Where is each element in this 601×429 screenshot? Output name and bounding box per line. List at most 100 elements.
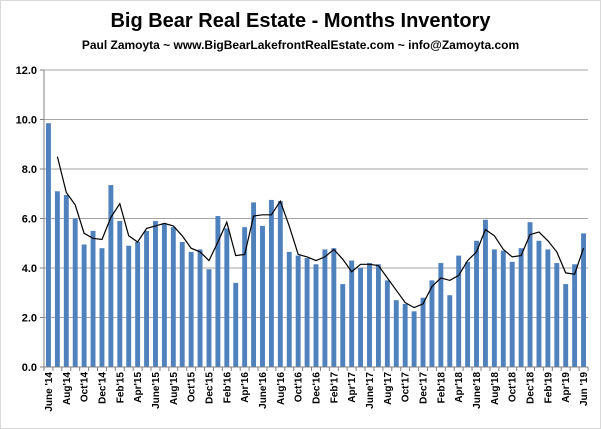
bar bbox=[465, 261, 471, 367]
x-tick-label: June'15 bbox=[151, 372, 162, 409]
bar bbox=[491, 249, 497, 367]
chart-title: Big Bear Real Estate - Months Inventory bbox=[110, 10, 491, 32]
bar bbox=[572, 264, 578, 367]
x-tick-label: June'17 bbox=[365, 372, 376, 409]
x-axis-ticks: June '14 Aug'14 Oct'14 Dec'14 Feb'15 Apr'15 Ju… bbox=[44, 372, 590, 412]
trend-path bbox=[56, 156, 585, 309]
bar bbox=[384, 280, 390, 367]
x-tick-label: Dec'16 bbox=[312, 372, 323, 404]
x-tick-label: Dec'17 bbox=[419, 372, 430, 404]
bar bbox=[179, 242, 185, 367]
x-tick-label: Aug'17 bbox=[383, 372, 394, 405]
x-tick-label: Aug'18 bbox=[490, 372, 501, 405]
bar bbox=[233, 282, 239, 367]
bar bbox=[251, 202, 257, 367]
x-tick-label: Dec'14 bbox=[98, 372, 109, 404]
bar bbox=[242, 227, 248, 367]
y-tick-label: 4.0 bbox=[22, 263, 37, 275]
x-tick-label: June '14 bbox=[44, 372, 55, 412]
bar-series bbox=[46, 123, 586, 368]
bar bbox=[456, 255, 462, 367]
trend-line bbox=[56, 156, 585, 309]
bar bbox=[126, 245, 132, 367]
x-tick-label: Dec'18 bbox=[526, 372, 537, 404]
bar bbox=[304, 258, 310, 367]
bar bbox=[322, 249, 328, 367]
bar bbox=[420, 297, 426, 367]
bar bbox=[581, 233, 586, 367]
x-tick-label: Aug'15 bbox=[169, 372, 180, 405]
bar bbox=[286, 251, 292, 367]
bar bbox=[438, 263, 444, 367]
x-tick-label: Oct'17 bbox=[401, 372, 412, 403]
bar bbox=[108, 185, 114, 367]
axes bbox=[40, 69, 589, 371]
bar bbox=[313, 264, 319, 367]
y-axis-ticks: 0.0 2.0 4.0 6.0 8.0 10.0 12.0 bbox=[16, 65, 37, 374]
bar bbox=[331, 248, 337, 367]
x-tick-label: Aug'16 bbox=[276, 372, 287, 405]
x-tick-label: Feb'17 bbox=[329, 372, 340, 404]
x-tick-label: Feb'18 bbox=[436, 372, 447, 404]
bar bbox=[72, 218, 78, 367]
x-tick-label: Apr'17 bbox=[347, 372, 358, 403]
bar bbox=[340, 284, 346, 367]
bar bbox=[474, 240, 479, 367]
bar bbox=[509, 261, 515, 367]
x-tick-label: Oct'16 bbox=[294, 372, 305, 403]
bar bbox=[268, 199, 274, 367]
bar bbox=[135, 242, 141, 367]
bar bbox=[54, 191, 60, 367]
bar bbox=[170, 227, 176, 367]
bar bbox=[393, 300, 399, 367]
bar bbox=[161, 223, 167, 367]
bar bbox=[117, 220, 123, 367]
bar bbox=[206, 269, 212, 367]
bar bbox=[197, 249, 203, 367]
bar bbox=[349, 260, 355, 367]
bar bbox=[500, 250, 506, 367]
bar bbox=[81, 244, 87, 367]
bar bbox=[99, 248, 105, 367]
y-tick-label: 10.0 bbox=[16, 115, 37, 127]
bar bbox=[90, 230, 96, 367]
bar bbox=[536, 240, 542, 367]
y-tick-label: 6.0 bbox=[22, 214, 37, 226]
x-tick-label: June'18 bbox=[472, 372, 483, 409]
bar bbox=[277, 201, 283, 367]
y-tick-label: 2.0 bbox=[22, 313, 37, 325]
x-tick-label: Oct'14 bbox=[80, 372, 91, 403]
bar bbox=[188, 251, 194, 367]
x-tick-label: Feb'19 bbox=[543, 372, 554, 404]
bar bbox=[447, 295, 453, 367]
chart-subtitle: Paul Zamoyta ~ www.BigBearLakefrontRealE… bbox=[81, 38, 520, 52]
y-tick-label: 12.0 bbox=[16, 65, 37, 77]
x-tick-label: June'16 bbox=[258, 372, 269, 409]
bar bbox=[260, 225, 265, 367]
bar bbox=[63, 194, 69, 367]
bar bbox=[527, 222, 533, 367]
bar bbox=[224, 228, 230, 367]
x-tick-label: Feb'15 bbox=[115, 372, 126, 404]
x-tick-label: Oct'18 bbox=[508, 372, 519, 403]
x-tick-label: Apr'19 bbox=[561, 372, 572, 403]
bar bbox=[375, 264, 381, 367]
y-tick-label: 0.0 bbox=[22, 362, 37, 374]
y-tick-label: 8.0 bbox=[22, 164, 37, 176]
bar bbox=[429, 280, 435, 367]
bar bbox=[482, 219, 488, 367]
bar bbox=[295, 255, 301, 367]
bar bbox=[215, 216, 221, 367]
bar bbox=[46, 123, 51, 368]
x-tick-label: Jun '19 bbox=[579, 372, 590, 406]
bar bbox=[563, 284, 569, 367]
bar bbox=[554, 263, 560, 367]
bar bbox=[144, 230, 150, 367]
x-tick-label: Dec'15 bbox=[205, 372, 216, 404]
bar bbox=[153, 220, 158, 367]
bar bbox=[402, 303, 408, 367]
bar bbox=[358, 268, 364, 367]
bar bbox=[367, 263, 372, 367]
x-tick-label: Apr'15 bbox=[133, 372, 144, 403]
bar bbox=[411, 311, 417, 367]
